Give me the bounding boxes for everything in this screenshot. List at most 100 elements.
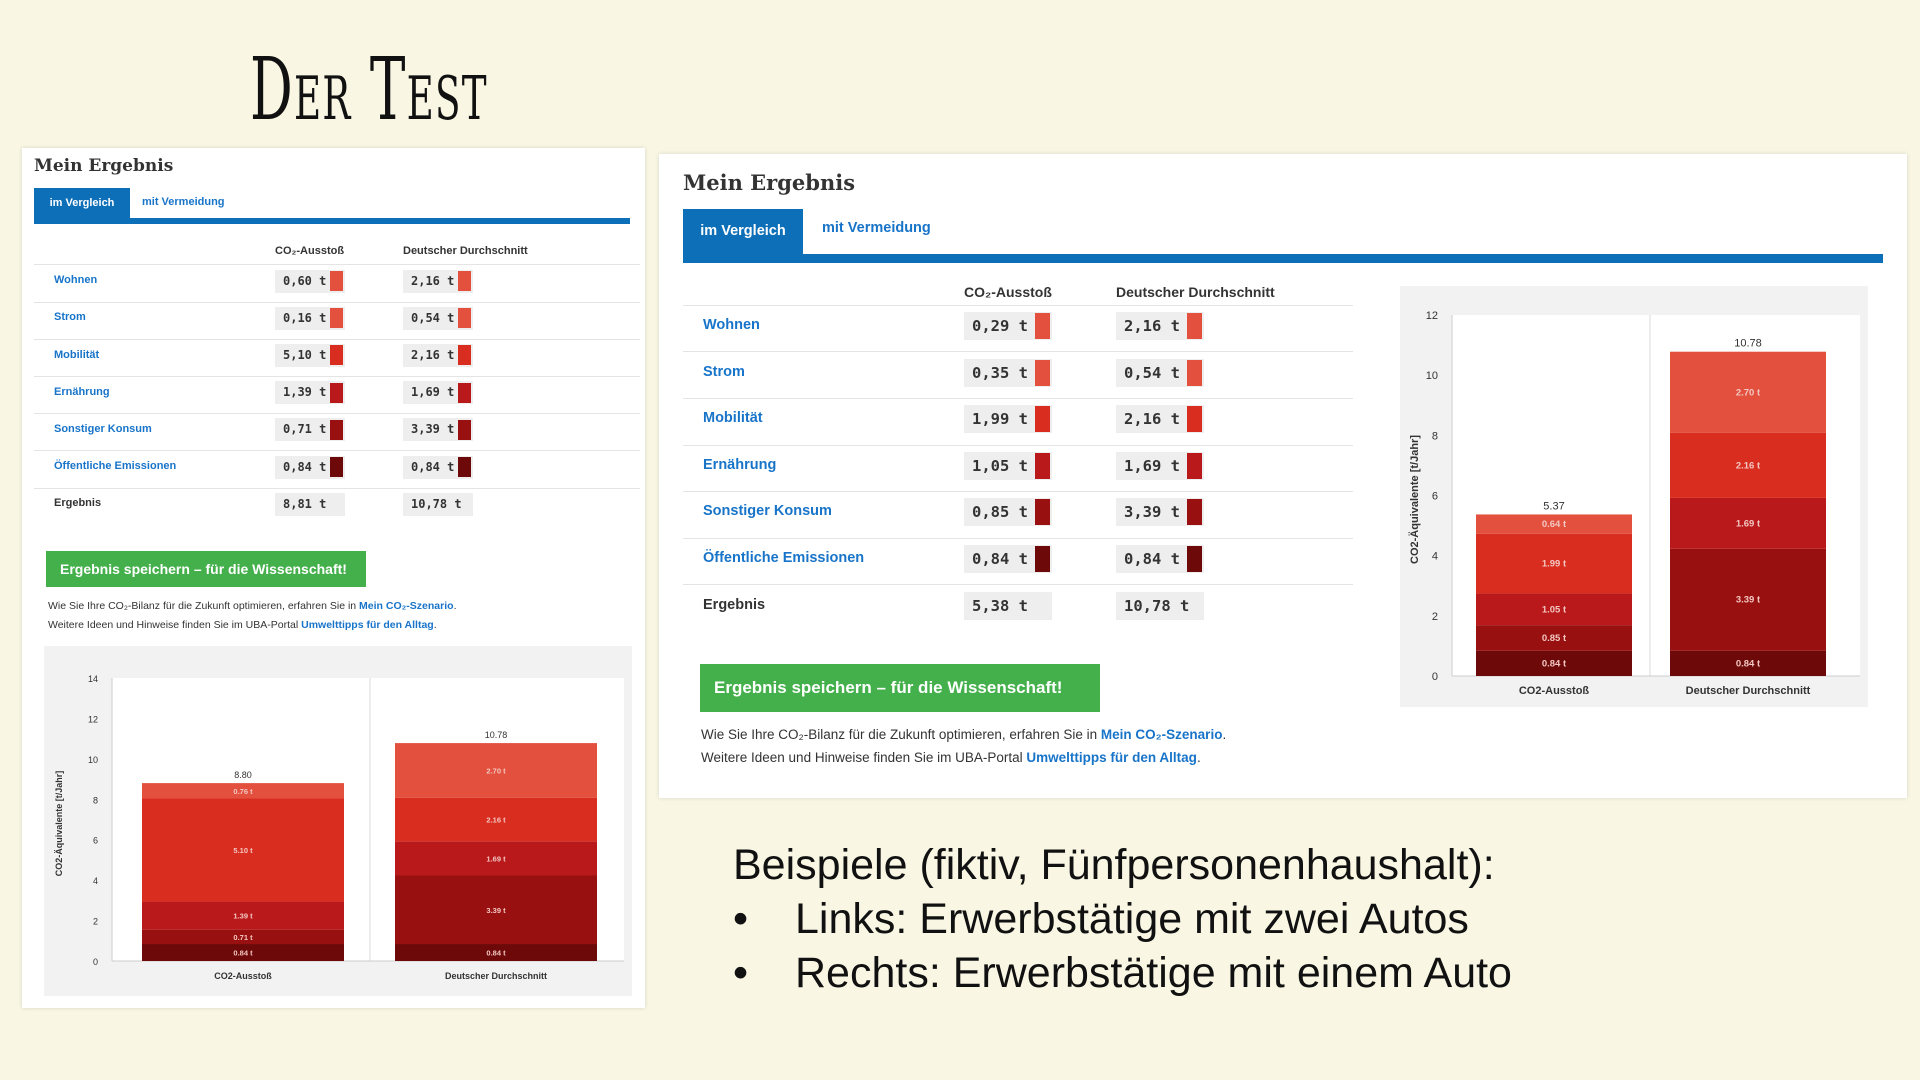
average-swatch bbox=[1187, 452, 1202, 479]
row-divider bbox=[683, 351, 1353, 353]
note-text: Wie Sie Ihre CO₂-Bilanz für die Zukunft … bbox=[701, 727, 1101, 742]
own-swatch bbox=[330, 457, 343, 477]
example-left: Links: Erwerbstätige mit zwei Autos bbox=[733, 892, 1512, 946]
y-axis-label: CO2-Äquivalente [t/Jahr] bbox=[54, 771, 64, 877]
y-tick-label: 2 bbox=[93, 917, 98, 927]
average-value: 1,69 t bbox=[403, 381, 473, 405]
co2-scenario-link[interactable]: Mein CO₂-Szenario bbox=[359, 600, 454, 612]
category-link[interactable]: Ernährung bbox=[54, 385, 110, 398]
own-swatch bbox=[330, 382, 343, 403]
own-value: 5,38 t bbox=[964, 591, 1052, 620]
category-link[interactable]: Wohnen bbox=[703, 316, 760, 333]
slide-title: Der Test bbox=[250, 40, 488, 140]
category-link[interactable]: Mobilität bbox=[703, 410, 763, 427]
segment-label: 0.64 t bbox=[1542, 519, 1567, 530]
tab-im-vergleich[interactable]: im Vergleich bbox=[683, 209, 803, 254]
bar-segment bbox=[1670, 432, 1826, 498]
own-swatch bbox=[1035, 452, 1050, 479]
category-link[interactable]: Öffentliche Emissionen bbox=[54, 460, 177, 473]
y-tick-label: 4 bbox=[1432, 551, 1438, 563]
bar-segment bbox=[142, 901, 344, 930]
tab-mit-vermeidung[interactable]: mit Vermeidung bbox=[822, 220, 931, 236]
note-text: Weitere Ideen und Hinweise finden Sie im… bbox=[48, 619, 302, 631]
own-value: 5,10 t bbox=[275, 343, 345, 367]
average-swatch bbox=[458, 345, 471, 366]
uba-tips-link[interactable]: Umwelttipps für den Alltag bbox=[1026, 750, 1197, 765]
bar-segment bbox=[1670, 497, 1826, 549]
category-link[interactable]: Sonstiger Konsum bbox=[703, 503, 832, 520]
uba-tips-link[interactable]: Umwelttipps für den Alltag bbox=[301, 619, 434, 631]
bar-total-label: 8.80 bbox=[234, 770, 252, 780]
average-value: 10,78 t bbox=[403, 492, 473, 516]
y-tick-label: 6 bbox=[93, 836, 98, 846]
y-tick-label: 12 bbox=[88, 714, 98, 724]
row-divider bbox=[683, 584, 1353, 586]
segment-label: 3.39 t bbox=[1736, 595, 1761, 606]
bar-segment bbox=[142, 929, 344, 945]
tab-im-vergleich[interactable]: im Vergleich bbox=[34, 188, 130, 218]
chart-svg: 0 2 4 6 8 10 12 14 CO2-Äquivalente [t/Jahr] 0.84 … bbox=[54, 674, 624, 981]
co2-scenario-link[interactable]: Mein CO₂-Szenario bbox=[1100, 727, 1223, 742]
category-link[interactable]: Mobilität bbox=[54, 348, 100, 361]
result-panel-right: Mein Ergebnis im Vergleich mit Vermeidung C… bbox=[659, 154, 1907, 798]
category-link[interactable]: Strom bbox=[54, 311, 86, 324]
note-text-end: . bbox=[1222, 727, 1227, 742]
tab-mit-vermeidung[interactable]: mit Vermeidung bbox=[142, 196, 225, 208]
bar-segment bbox=[1476, 650, 1632, 676]
y-tick-label: 8 bbox=[1432, 430, 1438, 442]
bar-segment bbox=[395, 841, 597, 876]
category-link[interactable]: Wohnen bbox=[54, 274, 98, 287]
category-link[interactable]: Strom bbox=[703, 363, 745, 380]
emissions-chart: 0 2 4 6 8 10 12 CO2-Äquivalente [t/Jahr] 0.84 t 0… bbox=[1400, 286, 1868, 707]
segment-label: 0.84 t bbox=[233, 949, 253, 958]
note-text-end: . bbox=[453, 600, 457, 612]
segment-label: 1.05 t bbox=[1542, 604, 1567, 615]
category-link[interactable]: Sonstiger Konsum bbox=[54, 422, 152, 435]
info-note-2: Weitere Ideen und Hinweise finden Sie im… bbox=[48, 619, 437, 631]
result-heading: Mein Ergebnis bbox=[34, 156, 174, 176]
segment-label: 2.70 t bbox=[486, 766, 506, 775]
row-divider bbox=[34, 413, 640, 415]
examples-intro: Beispiele (fiktiv, Fünfpersonenhaushalt)… bbox=[733, 841, 1495, 889]
bar-total-label: 10.78 bbox=[485, 730, 508, 740]
segment-label: 0.84 t bbox=[486, 949, 506, 958]
category-link[interactable]: Ernährung bbox=[703, 456, 777, 473]
own-swatch bbox=[330, 271, 343, 291]
average-swatch bbox=[1187, 359, 1202, 386]
segment-label: 3.39 t bbox=[486, 906, 506, 915]
result-total-label: Ergebnis bbox=[703, 596, 766, 613]
y-tick-label: 14 bbox=[88, 674, 98, 684]
info-note-1: Wie Sie Ihre CO₂-Bilanz für die Zukunft … bbox=[701, 727, 1226, 742]
average-value: 3,39 t bbox=[403, 418, 473, 442]
average-value: 0,84 t bbox=[403, 455, 473, 479]
average-value: 2,16 t bbox=[403, 343, 473, 367]
segment-label: 1.99 t bbox=[1542, 559, 1567, 570]
bar-segment bbox=[395, 875, 597, 945]
average-value: 0,54 t bbox=[403, 306, 473, 330]
own-swatch bbox=[330, 419, 343, 440]
x-category-label: CO2-Ausstoß bbox=[1519, 685, 1590, 697]
save-result-button[interactable]: Ergebnis speichern – für die Wissenschaf… bbox=[700, 664, 1100, 712]
y-tick-label: 8 bbox=[93, 795, 98, 805]
save-result-button[interactable]: Ergebnis speichern – für die Wissenschaf… bbox=[46, 551, 366, 587]
row-divider bbox=[34, 450, 640, 452]
info-note-1: Wie Sie Ihre CO₂-Bilanz für die Zukunft … bbox=[48, 600, 456, 612]
bar-segment bbox=[1476, 593, 1632, 626]
own-value: 0,71 t bbox=[275, 418, 345, 442]
average-swatch bbox=[1187, 313, 1202, 339]
segment-label: 1.69 t bbox=[486, 854, 506, 863]
own-value: 0,84 t bbox=[275, 455, 345, 479]
segment-label: 2.70 t bbox=[1736, 387, 1761, 398]
own-value: 0,16 t bbox=[275, 306, 345, 330]
y-tick-label: 4 bbox=[93, 876, 98, 886]
own-swatch bbox=[1035, 499, 1050, 526]
y-tick-label: 10 bbox=[1426, 370, 1438, 382]
x-category-label: CO2-Ausstoß bbox=[214, 971, 272, 981]
bar-segment bbox=[395, 944, 597, 961]
column-header-average: Deutscher Durchschnitt bbox=[403, 245, 528, 257]
category-link[interactable]: Öffentliche Emissionen bbox=[703, 549, 865, 566]
bar-segment bbox=[142, 798, 344, 902]
segment-label: 0.84 t bbox=[1542, 658, 1567, 669]
own-swatch bbox=[1035, 359, 1050, 386]
emissions-chart: 0 2 4 6 8 10 12 14 CO2-Äquivalente [t/Jahr] 0.84 … bbox=[44, 646, 632, 996]
